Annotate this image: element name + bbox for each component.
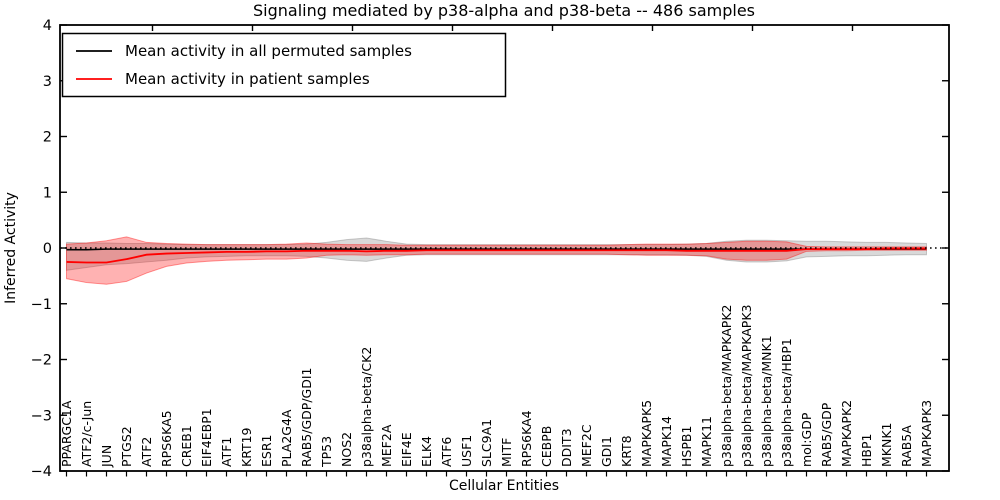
- x-category-label: EIF4EBP1: [199, 408, 214, 467]
- legend: Mean activity in all permuted samples Me…: [61, 32, 507, 98]
- x-category-label: NOS2: [339, 432, 354, 467]
- x-category-label: USF1: [459, 435, 474, 467]
- chart-title: Signaling mediated by p38-alpha and p38-…: [253, 1, 755, 20]
- series-lines-layer: [60, 247, 949, 264]
- x-category-label: GDI1: [599, 436, 614, 467]
- x-category-label: CREB1: [179, 425, 194, 467]
- x-category-label: RPS6KA5: [159, 410, 174, 467]
- x-category-label: ELK4: [419, 436, 434, 467]
- y-tick-label: −3: [31, 408, 52, 424]
- permuted-samples-range-band: [66, 237, 927, 271]
- x-category-label: MAPKAPK3: [919, 400, 934, 467]
- x-category-label: KRT19: [239, 427, 254, 467]
- x-category-label: ATF2: [139, 437, 154, 467]
- y-tick-label: −4: [31, 464, 52, 480]
- permuted-mean-line: [66, 248, 927, 251]
- x-category-label: p38alpha-beta/MAPKAPK2: [719, 305, 734, 468]
- y-tick-label: 2: [43, 130, 52, 146]
- x-category-label: RAB5A: [899, 425, 914, 467]
- x-category-label: MITF: [499, 438, 514, 467]
- x-category-label: MEF2C: [579, 424, 594, 467]
- x-category-label: ESR1: [259, 435, 274, 467]
- y-axis-label: Inferred Activity: [3, 192, 19, 304]
- x-category-label: CEBPB: [539, 426, 554, 467]
- legend-label-patient: Mean activity in patient samples: [125, 70, 370, 88]
- x-category-label: MAPKAPK5: [639, 400, 654, 467]
- x-category-label: ATF2/c-Jun: [79, 401, 94, 467]
- x-category-label: HSPB1: [679, 426, 694, 467]
- y-tick-label: −2: [31, 353, 52, 369]
- legend-box: [61, 32, 507, 98]
- x-category-label: p38alpha-beta/HBP1: [779, 338, 794, 467]
- y-tick-label: 4: [43, 18, 52, 34]
- x-category-label: MKNK1: [879, 423, 894, 467]
- x-category-label: KRT8: [619, 435, 634, 467]
- x-category-label: MEF2A: [379, 424, 394, 467]
- x-category-label: PTGS2: [119, 426, 134, 467]
- x-category-label: p38alpha-beta/MNK1: [759, 335, 774, 467]
- x-category-label: mol:GDP: [799, 412, 814, 467]
- x-category-label: MAPK11: [699, 416, 714, 467]
- x-axis-label: Cellular Entities: [449, 478, 559, 494]
- x-category-label: DDIT3: [559, 428, 574, 467]
- x-category-label: RAB5/GDP: [819, 402, 834, 467]
- confidence-bands-layer: [66, 236, 927, 285]
- y-tick-label: 3: [43, 74, 52, 90]
- patient-mean-line: [66, 247, 927, 264]
- x-category-label: PPARGC1A: [59, 400, 74, 467]
- x-category-label: SLC9A1: [479, 419, 494, 467]
- y-tick-label: 1: [43, 185, 52, 201]
- x-category-labels-layer: PPARGC1A ATF2/c-Jun JUN PTGS2 ATF2 RPS6KA5 CRE…: [59, 305, 934, 469]
- legend-label-permuted: Mean activity in all permuted samples: [125, 42, 412, 60]
- y-tick-label: −1: [31, 297, 52, 313]
- x-category-label: ATF6: [439, 437, 454, 467]
- x-category-label: MAPK14: [659, 416, 674, 467]
- x-category-label: RPS6KA4: [519, 410, 534, 467]
- x-category-label: p38alpha-beta/MAPKAPK3: [739, 305, 754, 468]
- x-category-label: MAPKAPK2: [839, 400, 854, 467]
- x-category-label: TP53: [319, 436, 334, 468]
- y-tick-label: 0: [43, 241, 52, 257]
- x-category-label: RAB5/GDP/GDI1: [299, 368, 314, 467]
- x-category-label: EIF4E: [399, 432, 414, 467]
- x-category-label: ATF1: [219, 437, 234, 467]
- patient-samples-range-band: [66, 236, 927, 285]
- x-category-label: JUN: [99, 445, 114, 468]
- axes-layer: 4 3 2 1 0 −1 −2 −3 −4: [31, 18, 950, 480]
- x-category-label: PLA2G4A: [279, 409, 294, 467]
- x-category-label: HBP1: [859, 434, 874, 467]
- x-category-label: p38alpha-beta/CK2: [359, 347, 374, 467]
